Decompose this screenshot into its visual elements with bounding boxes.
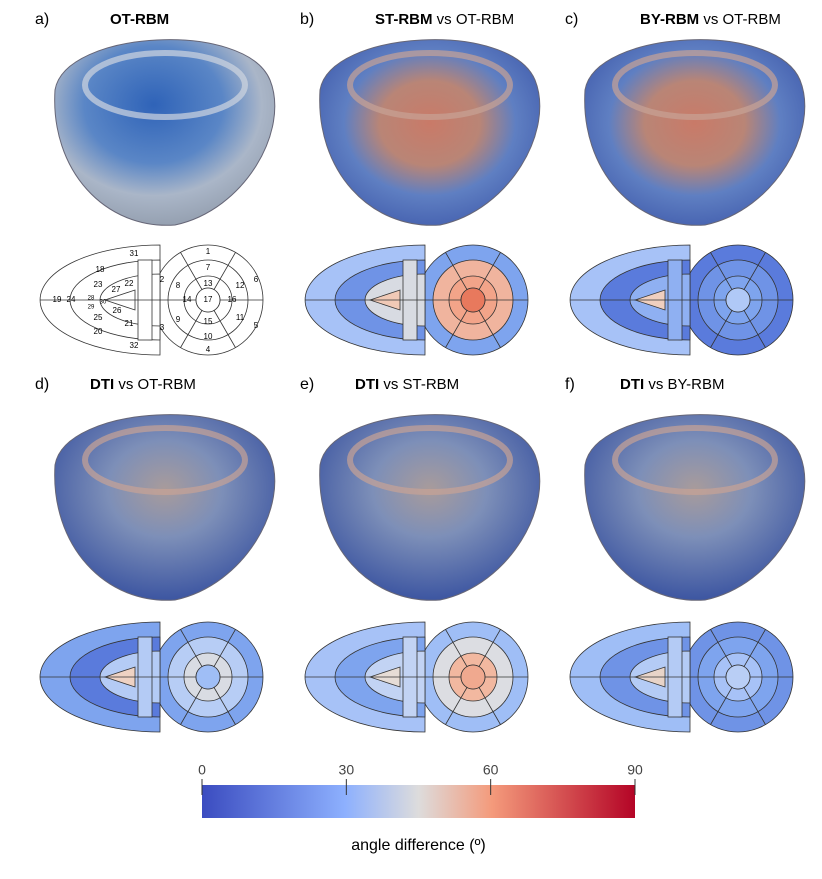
segment-number: 8 — [176, 281, 181, 290]
segment-number: 21 — [125, 319, 134, 328]
title-bold: BY-RBM — [640, 11, 699, 28]
panel-title: ST-RBM vs OT-RBM — [375, 11, 514, 28]
title-rest: vs OT-RBM — [699, 11, 781, 28]
panel-title: DTI vs ST-RBM — [355, 376, 459, 393]
segment-number: 25 — [94, 313, 103, 322]
colorbar-tick-label: 0 — [198, 762, 206, 778]
segment-number: 14 — [183, 295, 192, 304]
heart-rendering — [54, 39, 276, 226]
heart-cavity — [347, 50, 513, 120]
segment-number: 24 — [67, 295, 76, 304]
segment-number: 20 — [94, 327, 103, 336]
bullseye-center — [195, 287, 221, 313]
title-rest: vs OT-RBM — [114, 376, 196, 393]
segment-number: 17 — [204, 295, 213, 304]
heart-rendering — [54, 414, 276, 601]
title-bold: OT-RBM — [110, 11, 169, 28]
segment-number: 15 — [204, 317, 213, 326]
panel-label: b) — [300, 11, 314, 28]
panel-label: f) — [565, 376, 575, 393]
heart-cavity — [82, 425, 248, 495]
title-bold: DTI — [620, 376, 644, 393]
panel-title: DTI vs BY-RBM — [620, 376, 724, 393]
panel-title: DTI vs OT-RBM — [90, 376, 196, 393]
bullseye-center — [725, 287, 751, 313]
colorbar-tick-label: 30 — [339, 762, 355, 778]
panel-label: d) — [35, 376, 49, 393]
segment-number: 13 — [204, 279, 213, 288]
heart-cavity — [612, 425, 778, 495]
colorbar-tick-label: 90 — [627, 762, 643, 778]
panel-title: BY-RBM vs OT-RBM — [640, 11, 781, 28]
segment-number: 22 — [125, 279, 134, 288]
segment-number: 1 — [206, 247, 211, 256]
segment-number: 10 — [204, 332, 213, 341]
segment-number: 29 — [88, 305, 95, 311]
segment-number: 2 — [160, 275, 165, 284]
title-bold: DTI — [355, 376, 379, 393]
heart-rendering — [319, 39, 541, 226]
panel-label: e) — [300, 376, 314, 393]
segment-number: 5 — [254, 321, 259, 330]
heart-cavity — [612, 50, 778, 120]
panel-label: a) — [35, 11, 49, 28]
bullseye-center — [460, 287, 486, 313]
panel-title: OT-RBM — [110, 11, 169, 28]
bullseye-center — [460, 664, 486, 690]
segment-number: 30 — [100, 300, 107, 306]
segment-number: 16 — [228, 295, 237, 304]
segment-number: 7 — [206, 263, 211, 272]
segment-number: 23 — [94, 280, 103, 289]
segment-number: 18 — [96, 265, 105, 274]
title-rest: vs BY-RBM — [644, 376, 724, 393]
segment-number: 31 — [130, 249, 139, 258]
segment-number: 4 — [206, 345, 211, 354]
heart-rendering — [584, 414, 806, 601]
heart-cavity — [82, 50, 248, 120]
heart-rendering — [584, 39, 806, 226]
segment-number: 12 — [236, 281, 245, 290]
panel-label: c) — [565, 11, 578, 28]
segment-number: 26 — [113, 306, 122, 315]
colorbar-tick-label: 60 — [483, 762, 499, 778]
colorbar-label: angle difference (º) — [351, 837, 486, 854]
bullseye-center — [195, 664, 221, 690]
heart-cavity — [347, 425, 513, 495]
title-bold: ST-RBM — [375, 11, 433, 28]
segment-number: 6 — [254, 275, 259, 284]
segment-number: 32 — [130, 341, 139, 350]
title-bold: DTI — [90, 376, 114, 393]
segment-number: 28 — [88, 296, 95, 302]
segment-number: 9 — [176, 315, 181, 324]
segment-number: 11 — [236, 313, 245, 322]
title-rest: vs OT-RBM — [433, 11, 515, 28]
title-rest: vs ST-RBM — [379, 376, 459, 393]
segment-number: 3 — [160, 323, 165, 332]
segment-number: 19 — [53, 295, 62, 304]
heart-rendering — [319, 414, 541, 601]
segment-number: 27 — [112, 285, 121, 294]
bullseye-center — [725, 664, 751, 690]
colorbar — [202, 785, 635, 818]
